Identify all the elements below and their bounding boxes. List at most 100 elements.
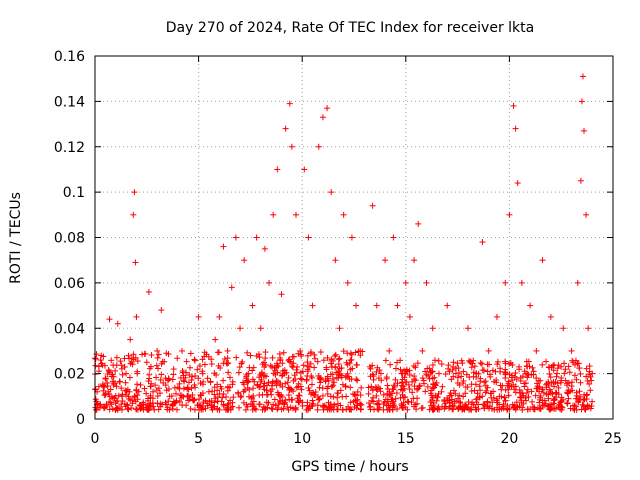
data-point — [377, 370, 384, 377]
band-point — [194, 366, 201, 373]
band-point — [519, 406, 526, 413]
data-point — [444, 302, 451, 309]
band-point — [307, 360, 314, 367]
data-point — [357, 347, 364, 354]
band-point — [406, 367, 413, 374]
band-point — [393, 390, 400, 397]
band-point — [225, 369, 232, 376]
y-axis-label: ROTI / TECUs — [8, 192, 24, 284]
band-point — [347, 357, 354, 364]
band-point — [293, 366, 300, 373]
band-point — [270, 370, 277, 377]
data-point — [518, 279, 525, 286]
band-point — [412, 377, 419, 384]
data-point — [406, 313, 413, 320]
band-point — [519, 373, 526, 380]
band-point — [214, 387, 221, 394]
data-point — [411, 257, 418, 264]
data-point — [241, 257, 248, 264]
band-point — [268, 405, 275, 412]
band-point — [391, 383, 398, 390]
band-point — [261, 380, 268, 387]
band-point — [244, 385, 251, 392]
band-point — [297, 383, 304, 390]
band-point — [204, 375, 211, 382]
band-point — [116, 378, 123, 385]
band-point — [154, 400, 161, 407]
band-point — [208, 397, 215, 404]
band-point — [196, 396, 203, 403]
band-point — [220, 377, 227, 384]
data-point — [369, 202, 376, 209]
band-point — [211, 391, 218, 398]
band-point — [149, 399, 156, 406]
band-point — [304, 399, 311, 406]
band-point — [130, 351, 137, 358]
band-point — [229, 399, 236, 406]
band-point — [461, 401, 468, 408]
band-point — [406, 386, 413, 393]
band-point — [146, 402, 153, 409]
x-axis-label: GPS time / hours — [291, 459, 408, 475]
band-point — [419, 375, 426, 382]
band-point — [394, 359, 401, 366]
band-point — [155, 351, 162, 358]
y-tick-label: 0.16 — [54, 49, 85, 65]
data-point — [249, 302, 256, 309]
band-point — [474, 390, 481, 397]
band-point — [339, 393, 346, 400]
band-point — [504, 382, 511, 389]
band-point — [294, 363, 301, 370]
band-point — [578, 406, 585, 413]
data-point — [398, 370, 405, 377]
band-point — [583, 365, 590, 372]
band-point — [218, 398, 225, 405]
band-point — [260, 372, 267, 379]
data-point — [373, 302, 380, 309]
band-point — [529, 398, 536, 405]
band-point — [101, 392, 108, 399]
band-point — [502, 366, 509, 373]
band-point — [118, 365, 125, 372]
data-point — [336, 325, 343, 332]
data-point — [170, 366, 177, 373]
data-point — [514, 180, 521, 187]
band-point — [550, 379, 557, 386]
band-point — [521, 380, 528, 387]
band-point — [577, 379, 584, 386]
band-point — [146, 365, 153, 372]
data-point — [195, 313, 202, 320]
band-point — [92, 355, 99, 362]
band-point — [555, 403, 562, 410]
band-point — [375, 406, 382, 413]
band-point — [510, 403, 517, 410]
band-point — [577, 370, 584, 377]
band-point — [530, 371, 537, 378]
band-point — [564, 389, 571, 396]
data-point — [143, 359, 150, 366]
band-point — [100, 405, 107, 412]
data-point — [274, 166, 281, 173]
band-point — [337, 371, 344, 378]
data-point — [450, 359, 457, 366]
band-point — [201, 349, 208, 356]
data-point — [568, 347, 575, 354]
band-point — [418, 405, 425, 412]
band-point — [263, 373, 270, 380]
band-point — [188, 385, 195, 392]
band-point — [183, 358, 190, 365]
data-point — [162, 375, 169, 382]
band-point — [442, 371, 449, 378]
band-point — [188, 376, 195, 383]
band-point — [539, 402, 546, 409]
band-point — [523, 397, 530, 404]
data-point — [560, 325, 567, 332]
band-point — [458, 357, 465, 364]
band-point — [552, 394, 559, 401]
band-point — [477, 359, 484, 366]
band-point — [153, 374, 160, 381]
band-point — [273, 360, 280, 367]
data-point — [324, 105, 331, 112]
band-point — [297, 369, 304, 376]
band-point — [426, 365, 433, 372]
